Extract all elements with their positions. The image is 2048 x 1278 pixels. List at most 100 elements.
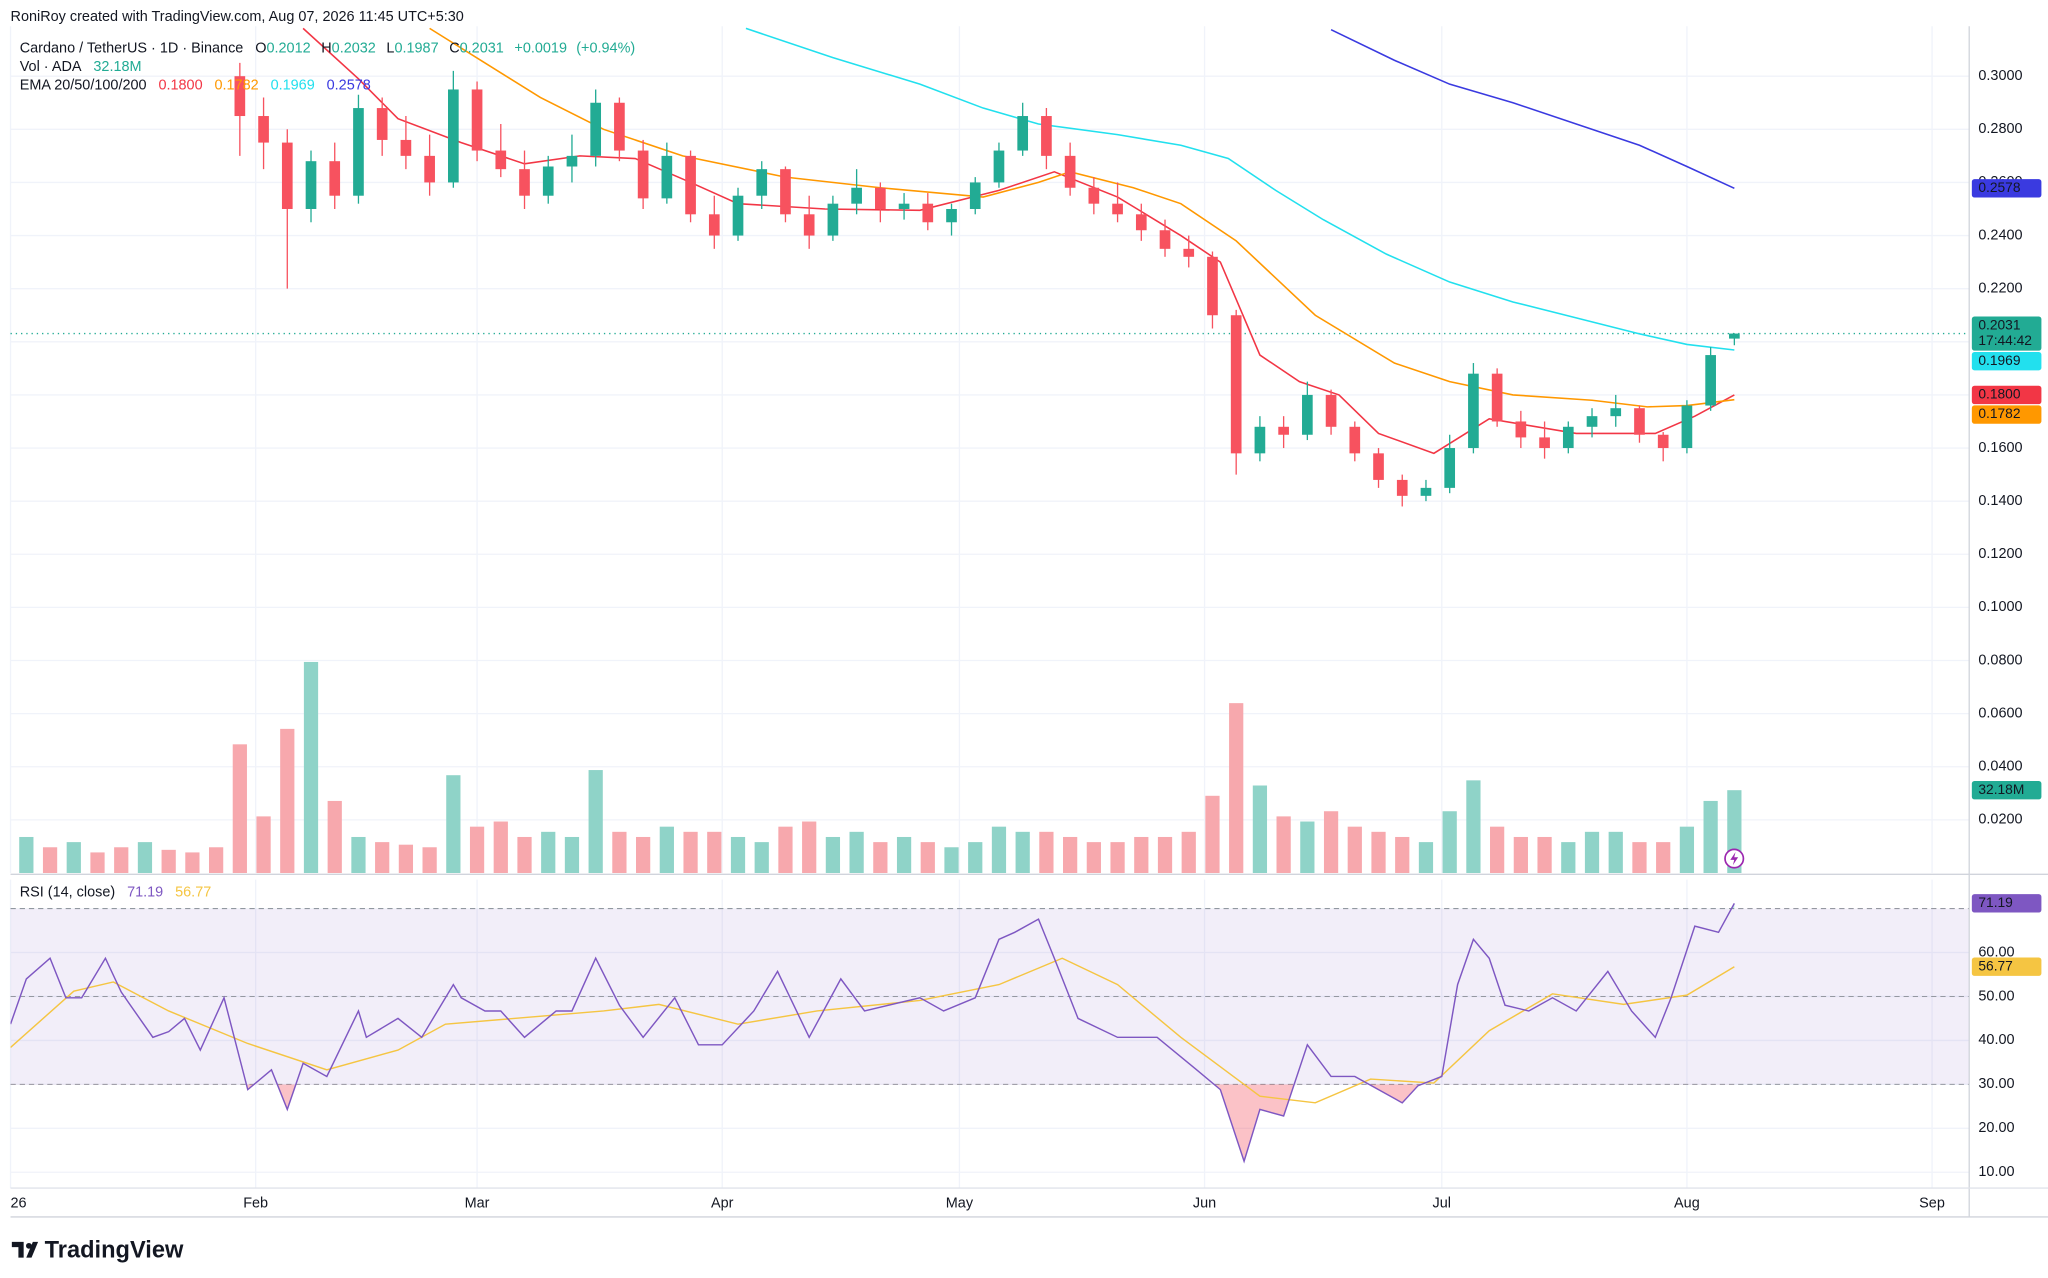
y-tick-label: 0.2400	[1978, 227, 2022, 243]
rsi-legend: RSI (14, close) 71.19 56.77	[20, 885, 212, 901]
y-tick-label: 0.2200	[1978, 280, 2022, 296]
ema-badge-text: 0.1800	[1978, 387, 2020, 402]
volume-bar	[825, 836, 841, 874]
ema-value: 0.1782	[215, 77, 259, 93]
change-pct: (+0.94%)	[576, 40, 635, 56]
candle-body	[1444, 448, 1456, 488]
candle-body	[1657, 434, 1669, 449]
y-tick-label: 0.0600	[1978, 705, 2022, 721]
ema-value: 0.1800	[158, 77, 202, 93]
volume-bar	[849, 831, 864, 874]
header: RoniRoy created with TradingView.com, Au…	[11, 9, 464, 25]
rsi-tick-label: 20.00	[1978, 1120, 2014, 1136]
candle-body	[1468, 373, 1479, 449]
last-price-badge-text: 0.2031	[1978, 317, 2020, 332]
volume-bar	[1656, 842, 1671, 874]
volume-bar	[42, 847, 58, 874]
symbol-legend: Cardano / TetherUS · 1D · Binance O0.201…	[20, 40, 636, 56]
volume-bar	[1205, 795, 1220, 874]
y-tick-label: 0.3000	[1978, 68, 2022, 84]
candle-body	[1017, 116, 1029, 151]
rsi-value: 71.19	[127, 885, 163, 901]
x-tick-label: 26	[11, 1196, 27, 1212]
candle-body	[637, 150, 649, 199]
ema-line	[1330, 28, 1735, 189]
volume-bar	[1466, 780, 1481, 874]
volume-bar	[683, 831, 698, 874]
symbol-title: Cardano / TetherUS · 1D · Binance	[20, 40, 244, 56]
volume-bar	[1584, 831, 1600, 874]
volume-bar	[1418, 842, 1434, 874]
volume-bar	[19, 836, 34, 874]
candle-body	[1088, 187, 1100, 204]
candle-body	[281, 142, 293, 209]
volume-bar	[1229, 703, 1244, 874]
candle-body	[234, 76, 246, 117]
volume-bar	[375, 842, 390, 874]
volume-bar	[90, 852, 105, 874]
volume-bar	[1679, 826, 1695, 874]
y-tick-label: 0.0800	[1978, 652, 2022, 668]
volume-bar	[1632, 842, 1647, 874]
candle-body	[1610, 408, 1622, 417]
ema-badge	[1971, 351, 2042, 371]
x-tick-label: Apr	[711, 1196, 734, 1212]
candle-body	[1373, 453, 1384, 480]
candle-body	[1254, 426, 1266, 454]
ema-badge	[1971, 405, 2042, 424]
volume-bar	[873, 842, 888, 874]
y-tick-label: 0.1400	[1978, 493, 2022, 509]
candle-body	[376, 108, 388, 140]
volume-badge-text: 32.18M	[1978, 782, 2024, 797]
y-tick-label: 0.1200	[1978, 546, 2022, 562]
volume-bar	[1323, 811, 1339, 874]
ema-badge-text: 0.1969	[1978, 353, 2020, 368]
ema-value: 0.1969	[271, 77, 315, 93]
volume-bar	[1513, 836, 1528, 874]
x-tick-label: Jul	[1433, 1196, 1451, 1212]
logo-text: TradingView	[45, 1237, 184, 1263]
rsi-layer	[10, 902, 1970, 1164]
volume-bar	[1703, 800, 1718, 874]
last-price-badge-text: 17:44:42	[1978, 333, 2032, 348]
volume-bar	[1561, 842, 1576, 874]
volume-bar	[256, 816, 271, 874]
y-tick-label: 0.1600	[1978, 440, 2022, 456]
candle-body	[1278, 426, 1289, 435]
candle-body	[1539, 437, 1550, 449]
volume-bar	[327, 800, 342, 874]
candle-body	[1515, 421, 1527, 438]
legend: RoniRoy created with TradingView.com, Au…	[11, 9, 636, 1263]
candle-body	[1230, 315, 1242, 454]
volume-bar	[1063, 836, 1078, 874]
candle-body	[1325, 394, 1337, 427]
ema-legend: EMA 20/50/100/200 0.1800 0.1782 0.1969 0…	[20, 77, 371, 93]
volume-bar	[730, 836, 746, 874]
rsi-tick-label: 10.00	[1978, 1164, 2014, 1180]
plot-area: 26 Feb Mar Apr May Jun Jul Aug Sep0.02000.04000.…	[9, 26, 2042, 1212]
last-price-badge	[1971, 316, 2042, 351]
candle-body	[448, 89, 459, 183]
rsi-badge	[1971, 894, 2042, 913]
rsi-line	[10, 902, 1735, 1164]
volume-bar	[303, 661, 319, 874]
ema-badge-text: 0.2578	[1978, 180, 2020, 195]
volume-bar	[1086, 842, 1101, 874]
candle-body	[993, 150, 1005, 183]
volume-legend: Vol · ADA 32.18M	[20, 59, 142, 75]
volume-bar	[1134, 836, 1149, 874]
candle-body	[756, 169, 768, 196]
volume-bar	[1371, 831, 1386, 874]
candle-body	[353, 108, 364, 196]
logo-dot	[26, 1242, 32, 1249]
volume-bar	[351, 836, 366, 874]
volume-bar	[896, 836, 912, 874]
candle-body	[875, 187, 886, 209]
ema-badge	[1971, 385, 2042, 405]
volume-bar	[232, 744, 247, 874]
candle-body	[922, 203, 934, 223]
volume-bar	[991, 826, 1007, 874]
candle-body	[851, 187, 862, 204]
